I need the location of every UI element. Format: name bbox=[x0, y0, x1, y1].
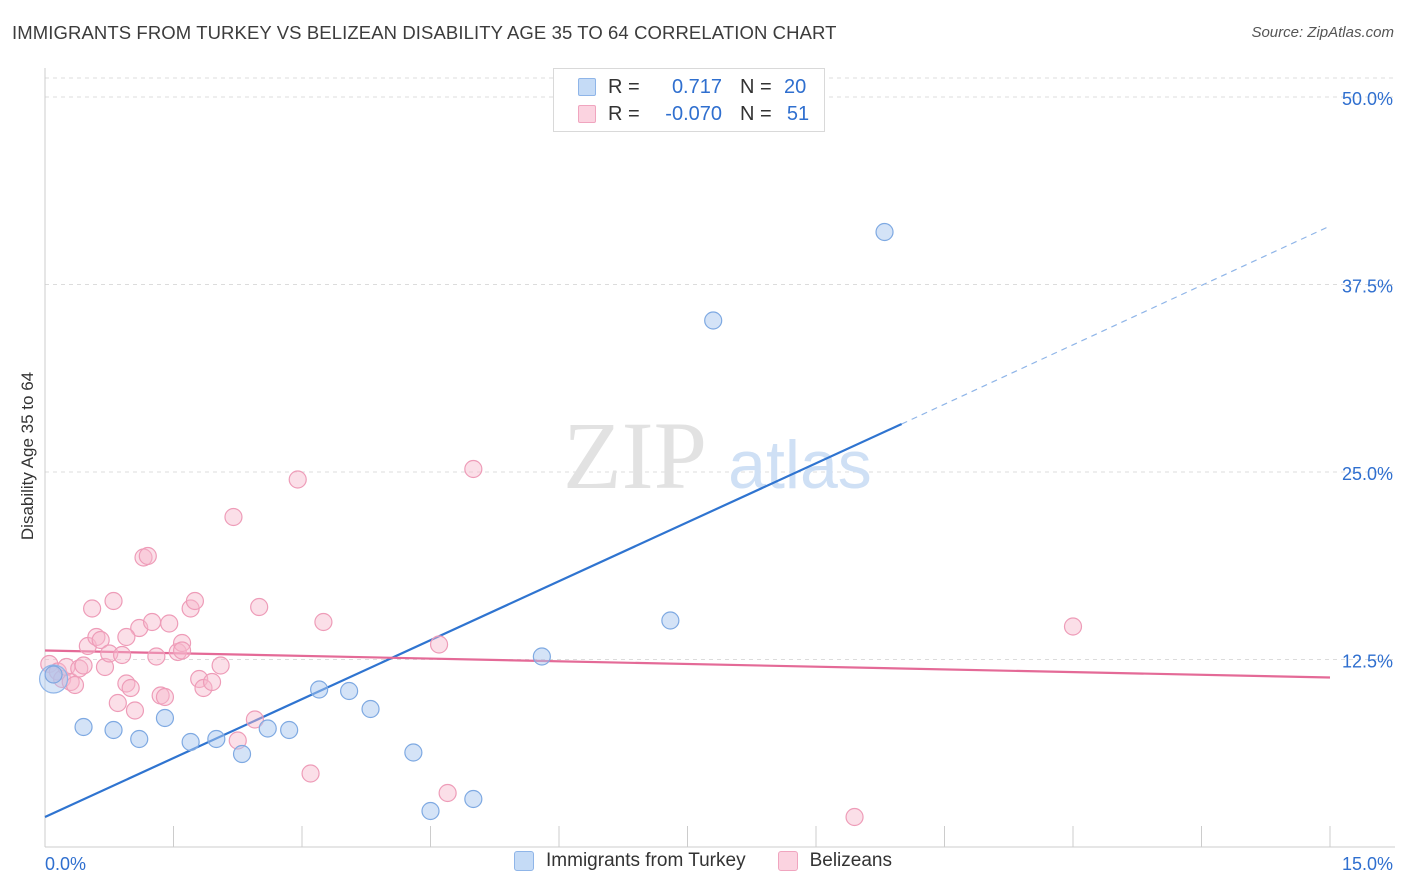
point-belizeans bbox=[464, 459, 483, 479]
point-turkey bbox=[532, 647, 551, 666]
point-belizeans bbox=[138, 546, 157, 566]
point-belizeans bbox=[1063, 617, 1083, 636]
point-belizeans bbox=[95, 657, 115, 677]
point-belizeans bbox=[160, 614, 179, 633]
point-belizeans bbox=[301, 764, 320, 783]
correlation-legend: R = 0.717 N = 20 R = -0.070 N = 51 bbox=[553, 68, 825, 132]
point-belizeans bbox=[172, 633, 192, 653]
point-belizeans bbox=[108, 693, 127, 713]
legend-swatch-turkey bbox=[578, 78, 596, 96]
point-belizeans bbox=[288, 470, 307, 489]
r-label: R = bbox=[608, 102, 640, 125]
point-belizeans bbox=[429, 635, 449, 654]
point-belizeans bbox=[125, 701, 145, 720]
x-tick-label-max: 15.0% bbox=[1342, 854, 1393, 874]
point-belizeans bbox=[65, 675, 85, 695]
y-axis-label: Disability Age 35 to 64 bbox=[18, 371, 37, 541]
y-tick-label: 12.5% bbox=[1342, 652, 1393, 672]
point-turkey bbox=[130, 729, 149, 749]
point-belizeans bbox=[83, 599, 102, 618]
trendlines bbox=[44, 225, 1331, 818]
legend-item-turkey: Immigrants from Turkey bbox=[514, 850, 746, 872]
n-label: N = bbox=[740, 102, 772, 125]
r-value: 0.717 bbox=[671, 75, 722, 98]
legend-item-belize: Belizeans bbox=[777, 850, 892, 872]
point-belizeans bbox=[314, 612, 333, 632]
point-belizeans bbox=[224, 507, 243, 527]
point-belizeans bbox=[185, 591, 205, 611]
point-turkey bbox=[340, 681, 359, 701]
watermark-atlas: atlas bbox=[728, 427, 872, 503]
point-belizeans bbox=[74, 656, 93, 675]
point-turkey bbox=[464, 789, 483, 809]
point-belizeans bbox=[104, 591, 123, 611]
x-tick-label-min: 0.0% bbox=[45, 854, 86, 874]
point-turkey bbox=[421, 801, 440, 821]
y-tick-label: 37.5% bbox=[1342, 277, 1393, 297]
point-turkey bbox=[44, 665, 63, 684]
tick-labels: 12.5% 25.0% 37.5% 50.0% 0.0% 15.0% bbox=[45, 89, 1393, 874]
point-turkey bbox=[875, 222, 894, 242]
point-belizeans bbox=[147, 647, 166, 666]
point-belizeans bbox=[172, 641, 192, 660]
point-turkey bbox=[361, 699, 380, 719]
legend-swatch-turkey bbox=[514, 851, 535, 871]
y-tick-label: 25.0% bbox=[1342, 464, 1393, 484]
source-label: Source: ZipAtlas.com bbox=[1251, 24, 1394, 41]
point-turkey bbox=[181, 732, 200, 752]
point-belizeans bbox=[117, 627, 136, 647]
point-belizeans bbox=[211, 656, 230, 675]
chart-title: IMMIGRANTS FROM TURKEY VS BELIZEAN DISAB… bbox=[12, 22, 837, 43]
point-turkey bbox=[74, 717, 93, 737]
trendline-belizeans bbox=[44, 649, 1331, 679]
point-turkey bbox=[404, 743, 423, 762]
watermark-zip: ZIP bbox=[563, 402, 707, 509]
point-belizeans bbox=[121, 678, 140, 698]
data-points bbox=[38, 222, 1083, 827]
point-turkey bbox=[661, 611, 680, 630]
point-belizeans bbox=[250, 597, 269, 617]
point-turkey bbox=[258, 719, 277, 738]
point-turkey bbox=[207, 729, 226, 749]
watermark: ZIP atlas bbox=[563, 402, 872, 509]
n-value: 51 bbox=[786, 102, 810, 125]
trendline-turkey bbox=[44, 423, 903, 818]
point-belizeans bbox=[91, 630, 110, 650]
series-legend: Immigrants from Turkey Belizeans bbox=[0, 850, 1406, 872]
point-belizeans bbox=[202, 672, 222, 692]
r-value: -0.070 bbox=[665, 102, 722, 125]
point-belizeans bbox=[845, 807, 864, 827]
point-turkey bbox=[232, 744, 252, 764]
legend-swatch-belize bbox=[777, 851, 798, 871]
gridlines bbox=[45, 77, 1395, 660]
n-label: N = bbox=[740, 75, 772, 98]
legend-row-belize: R = -0.070 N = 51 bbox=[578, 102, 812, 126]
point-belizeans bbox=[155, 687, 175, 707]
point-belizeans bbox=[112, 645, 132, 665]
point-belizeans bbox=[142, 612, 162, 632]
point-turkey bbox=[310, 680, 329, 699]
point-belizeans bbox=[438, 783, 457, 803]
legend-label-turkey: Immigrants from Turkey bbox=[546, 850, 746, 871]
trendline-turkey-extension bbox=[901, 225, 1331, 425]
legend-row-turkey: R = 0.717 N = 20 bbox=[578, 75, 812, 99]
point-turkey bbox=[280, 720, 299, 740]
n-value: 20 bbox=[784, 75, 807, 98]
point-turkey bbox=[704, 311, 723, 330]
r-label: R = bbox=[608, 75, 640, 98]
axes bbox=[44, 68, 1395, 848]
point-turkey bbox=[104, 720, 123, 740]
y-tick-label: 50.0% bbox=[1342, 89, 1393, 109]
point-belizeans bbox=[245, 710, 264, 729]
point-turkey bbox=[155, 708, 175, 728]
legend-label-belize: Belizeans bbox=[809, 850, 892, 871]
legend-swatch-belize bbox=[578, 105, 596, 123]
